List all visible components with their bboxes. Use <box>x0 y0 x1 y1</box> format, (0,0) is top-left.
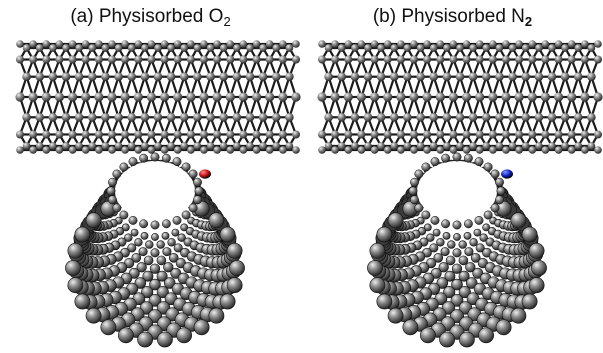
panel-title-b-text: (b) Physisorbed N <box>372 6 525 27</box>
nanotube-figure-b <box>317 40 603 348</box>
n2-molecule <box>501 169 513 179</box>
panel-title-a-text: (a) Physisorbed O <box>70 6 224 27</box>
panel-title-b-subscript: 2 <box>524 14 533 29</box>
nanotube-side-view <box>15 40 301 154</box>
panel-physisorbed-n2: (b) Physisorbed N2 <box>302 0 603 353</box>
panel-title-a-subscript: 2 <box>223 14 231 29</box>
o2-molecule <box>199 169 211 179</box>
nanotube-side-view <box>317 40 603 154</box>
nanotube-figure-a <box>15 40 301 348</box>
nanotube-end-view <box>65 152 245 348</box>
nanotube-end-view <box>367 152 547 348</box>
panel-physisorbed-o2: (a) Physisorbed O2 <box>0 0 301 353</box>
panel-title-a: (a) Physisorbed O2 <box>0 4 301 35</box>
panel-title-b: (b) Physisorbed N2 <box>302 4 603 35</box>
